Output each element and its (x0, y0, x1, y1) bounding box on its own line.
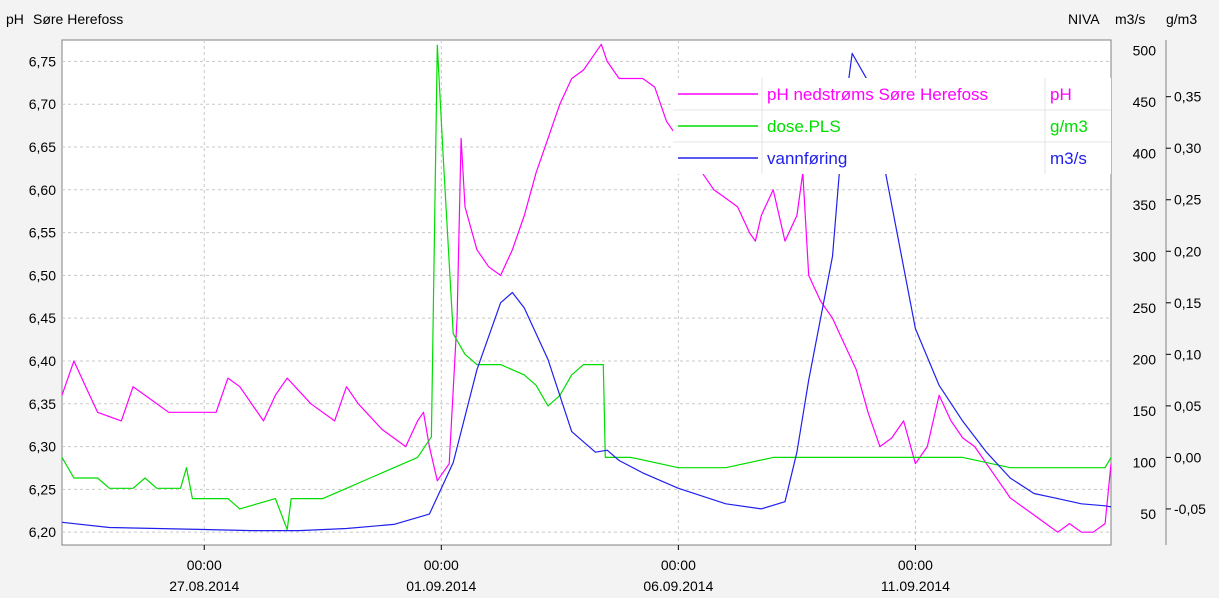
ph-tick-label: 6,20 (29, 524, 56, 540)
flow-tick-label: 350 (1133, 197, 1157, 213)
flow-tick-label: 250 (1133, 300, 1157, 316)
ph-tick-label: 6,30 (29, 439, 56, 455)
ph-tick-label: 6,35 (29, 396, 56, 412)
dose-axis-unit: g/m3 (1166, 11, 1197, 27)
source-label: NIVA (1068, 11, 1100, 27)
legend-series-name: vannføring (767, 149, 847, 168)
legend-series-name: dose.PLS (767, 117, 841, 136)
dose-tick-label: 0,25 (1174, 192, 1201, 208)
ph-tick-label: 6,25 (29, 481, 56, 497)
ph-tick-label: 6,65 (29, 139, 56, 155)
axes: 6,20 6,25 6,30 6,35 6,40 6,45 6,50 6,55 6,60 6,65… (29, 40, 1206, 594)
x-tick-date: 01.09.2014 (406, 578, 476, 594)
ph-tick-label: 6,75 (29, 53, 56, 69)
x-tick-time: 00:00 (187, 557, 222, 573)
flow-tick-label: 450 (1133, 94, 1157, 110)
x-tick-time: 00:00 (661, 557, 696, 573)
flow-tick-label: 50 (1140, 506, 1156, 522)
dose-tick-label: 0,10 (1174, 346, 1201, 362)
legend-series-unit: m3/s (1050, 149, 1087, 168)
dose-tick-label: 0,30 (1174, 140, 1201, 156)
x-tick-date: 06.09.2014 (643, 578, 713, 594)
left-axis-unit: pH (6, 11, 24, 27)
flow-tick-label: 100 (1133, 455, 1157, 471)
series-lines (61, 43, 1112, 533)
dose-tick-label: 0,35 (1174, 89, 1201, 105)
x-tick-date: 11.09.2014 (881, 578, 950, 594)
series-line (61, 52, 1112, 532)
series-line (61, 44, 1112, 531)
ph-tick-label: 6,40 (29, 353, 56, 369)
legend: pH nedstrøms Søre Herefoss pH dose.PLS g/m3… (673, 78, 1111, 174)
ph-tick-label: 6,45 (29, 310, 56, 326)
legend-series-unit: g/m3 (1050, 117, 1088, 136)
flow-tick-label: 500 (1133, 42, 1157, 58)
dose-tick-label: -0,05 (1174, 501, 1206, 517)
flow-tick-label: 200 (1133, 351, 1157, 367)
ph-tick-label: 6,70 (29, 96, 56, 112)
x-tick-date: 27.08.2014 (169, 578, 239, 594)
flow-tick-label: 150 (1133, 403, 1157, 419)
ph-tick-label: 6,50 (29, 267, 56, 283)
series-line (61, 43, 1112, 533)
ph-tick-label: 6,55 (29, 225, 56, 241)
x-tick-time: 00:00 (424, 557, 459, 573)
dose-tick-label: 0,00 (1174, 449, 1201, 465)
flow-tick-label: 300 (1133, 248, 1157, 264)
dose-tick-label: 0,15 (1174, 295, 1201, 311)
flow-axis-unit: m3/s (1115, 11, 1145, 27)
dose-tick-label: 0,20 (1174, 243, 1201, 259)
dose-tick-label: 0,05 (1174, 398, 1201, 414)
legend-series-unit: pH (1050, 85, 1072, 104)
station-title: Søre Herefoss (33, 11, 123, 27)
legend-series-name: pH nedstrøms Søre Herefoss (767, 85, 988, 104)
ph-tick-label: 6,60 (29, 182, 56, 198)
x-tick-time: 00:00 (898, 557, 933, 573)
flow-tick-label: 400 (1133, 145, 1157, 161)
